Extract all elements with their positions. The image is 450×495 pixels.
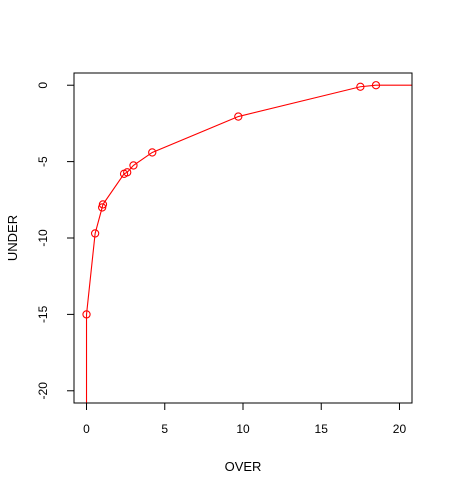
x-tick-label: 5 bbox=[161, 422, 168, 436]
y-axis: 0 -5 -10 -15 -20 bbox=[36, 82, 74, 400]
series-line bbox=[85, 84, 412, 403]
data-point bbox=[148, 148, 157, 157]
data-point bbox=[234, 112, 243, 121]
y-axis-title: UNDER bbox=[5, 215, 20, 261]
x-axis-title: OVER bbox=[225, 459, 262, 474]
data-point bbox=[371, 81, 381, 90]
plot-marks bbox=[82, 81, 412, 403]
data-point bbox=[90, 229, 100, 238]
x-tick-label: 20 bbox=[393, 422, 407, 436]
y-tick-label: -20 bbox=[36, 382, 50, 400]
data-point bbox=[356, 82, 365, 91]
y-tick-label: -5 bbox=[36, 156, 50, 167]
x-tick-label: 15 bbox=[315, 422, 329, 436]
x-tick-label: 10 bbox=[236, 422, 250, 436]
data-point bbox=[98, 203, 107, 212]
y-tick-label: -15 bbox=[36, 305, 50, 323]
data-point bbox=[129, 161, 138, 170]
data-point bbox=[123, 168, 132, 177]
y-tick-label: -10 bbox=[36, 229, 50, 247]
data-point bbox=[82, 310, 91, 319]
y-tick-label: 0 bbox=[36, 82, 50, 89]
data-point bbox=[98, 200, 108, 209]
plot-frame bbox=[73, 72, 413, 404]
x-tick-label: 0 bbox=[83, 422, 90, 436]
x-axis: 0 5 10 15 20 bbox=[83, 403, 406, 436]
